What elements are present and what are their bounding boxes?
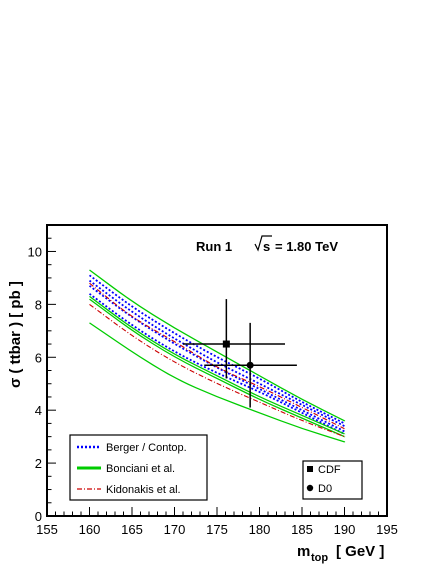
- legend-label-d0: D0: [318, 483, 332, 495]
- x-tick-label-195: 195: [376, 522, 398, 537]
- legend-label-cdf: CDF: [318, 464, 341, 476]
- x-tick-label-185: 185: [291, 522, 313, 537]
- energy-value-label: = 1.80 TeV: [275, 239, 338, 254]
- x-axis-title-sub: top: [311, 552, 328, 564]
- y-axis-title: σ ( ttbar ) [ pb ]: [7, 281, 24, 388]
- x-tick-label-160: 160: [79, 522, 101, 537]
- y-axis-ticks: 0 2 4 6 8 10: [28, 224, 56, 524]
- y-tick-label-2: 2: [35, 456, 42, 471]
- curve-bonciani-2: [89, 298, 346, 438]
- curve-bonciani-3: [89, 322, 346, 443]
- curve-kidonakis-1: [89, 303, 346, 438]
- x-tick-label-165: 165: [121, 522, 143, 537]
- y-tick-label-0: 0: [35, 509, 42, 524]
- measurement-legend: CDF D0: [302, 460, 363, 500]
- legend-label-berger: Berger / Contop.: [106, 442, 187, 454]
- measurements: [183, 299, 297, 408]
- curve-bonciani-1: [89, 295, 346, 435]
- marker-d0: [246, 361, 254, 369]
- x-tick-label-190: 190: [334, 522, 356, 537]
- sqrt-symbol: [254, 235, 272, 252]
- curve-berger-3: [88, 293, 346, 435]
- x-tick-label-175: 175: [206, 522, 228, 537]
- theory-curves: [88, 269, 346, 443]
- y-tick-label-4: 4: [35, 403, 42, 418]
- curve-kidonakis-0: [89, 282, 346, 430]
- x-axis-title-main: m: [297, 543, 310, 560]
- legend-label-kidonakis: Kidonakis et al.: [106, 484, 181, 496]
- legend-marker-d0: [306, 484, 314, 492]
- y-tick-label-6: 6: [35, 350, 42, 365]
- x-axis-title: m top [ GeV ]: [297, 543, 384, 564]
- energy-s-label: s: [263, 239, 270, 254]
- x-axis-ticks: 155 160 165 170 175 180 185 190 195: [36, 507, 398, 537]
- x-tick-label-155: 155: [36, 522, 58, 537]
- marker-cdf: [222, 340, 230, 348]
- x-axis-title-unit: [ GeV ]: [336, 543, 384, 560]
- theory-legend: Berger / Contop. Bonciani et al. Kidonak…: [69, 434, 208, 501]
- legend-label-bonciani: Bonciani et al.: [106, 463, 175, 475]
- x-tick-label-170: 170: [164, 522, 186, 537]
- curve-bonciani-0: [89, 269, 346, 422]
- run-label: Run 1: [196, 239, 232, 254]
- y-tick-label-8: 8: [35, 297, 42, 312]
- x-tick-label-180: 180: [249, 522, 271, 537]
- legend-marker-cdf: [307, 466, 313, 472]
- y-tick-label-10: 10: [28, 244, 42, 259]
